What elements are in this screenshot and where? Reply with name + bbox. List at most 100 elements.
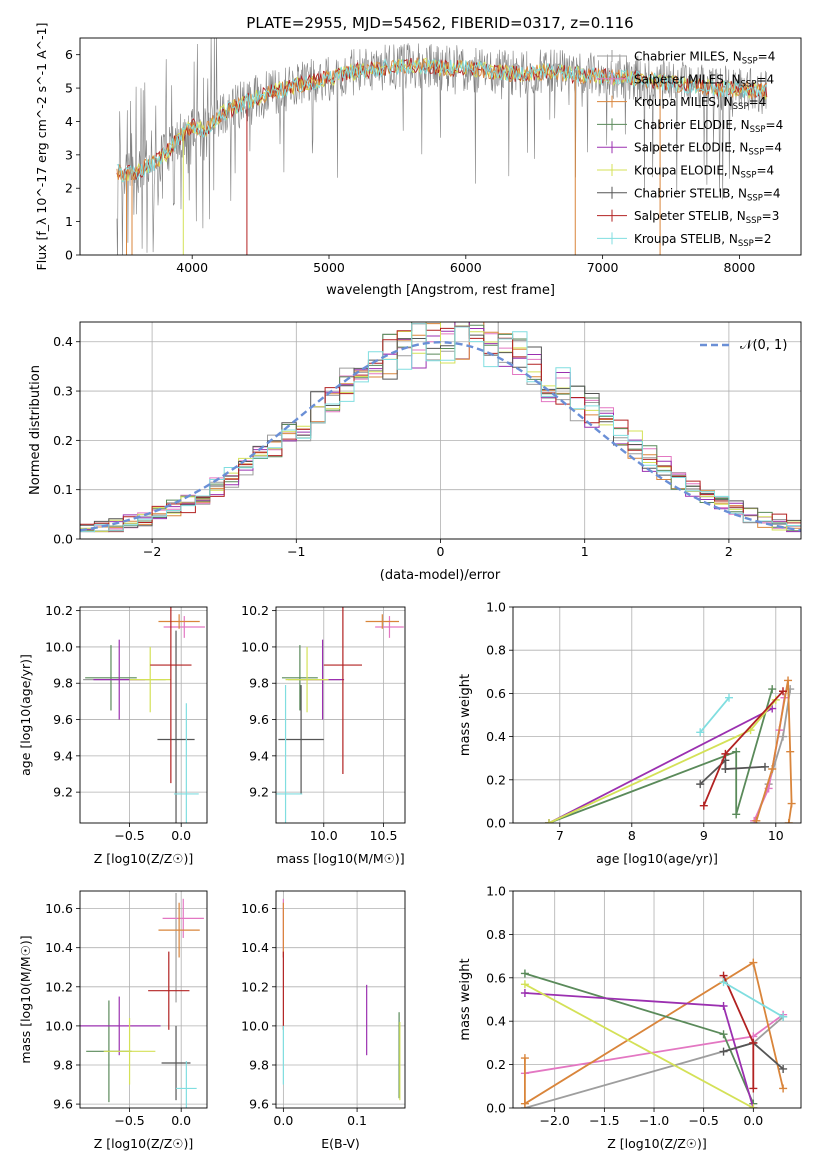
y-axis-label: mass weight	[458, 958, 473, 1040]
mass-weight-marker	[696, 728, 705, 737]
histogram-step-line	[80, 323, 801, 533]
x-axis-label: Z [log10(Z/Z☉)]	[94, 851, 194, 866]
y-tick-label: 0.6	[486, 686, 506, 701]
mass-weight-marker	[732, 747, 741, 756]
y-tick-label: 10.0	[45, 1018, 73, 1033]
mass-weight-marker	[779, 1064, 788, 1073]
plot-content	[80, 892, 204, 1108]
y-tick-label: 0.4	[486, 1014, 506, 1029]
y-tick-label: 5	[65, 81, 73, 96]
plot-content	[80, 322, 801, 533]
y-tick-label: 10.2	[241, 603, 269, 618]
y-tick-label: 9.6	[53, 712, 73, 727]
y-tick-label: 10.4	[45, 940, 73, 955]
model-spectrum-line	[116, 58, 768, 183]
mass-weight-marker	[520, 980, 529, 989]
axes-frame	[79, 37, 802, 256]
plot-area	[80, 891, 207, 1108]
x-tick-label: 9	[700, 828, 708, 843]
y-tick-label: 1.0	[486, 600, 506, 615]
mass-weight-marker	[520, 1099, 529, 1108]
x-tick-label: −0.5	[114, 828, 144, 843]
mass-weight-marker	[779, 1012, 788, 1021]
y-tick-label: 6	[65, 47, 73, 62]
y-tick-label: 10.2	[45, 979, 73, 994]
plot-area	[513, 607, 801, 823]
axes-frame	[79, 606, 208, 824]
mass-weight-marker	[719, 1047, 728, 1056]
y-tick-label: 1	[65, 214, 73, 229]
y-tick-label: 10.0	[241, 639, 269, 654]
plot-area	[513, 891, 801, 1108]
y-tick-label: 10.0	[241, 1018, 269, 1033]
axes-frame	[512, 606, 802, 824]
legend-entry-label: Kroupa STELIB, NSSP=2	[634, 232, 772, 249]
age-vs-metallicity-panel: −0.5 0.0 9.2 9.4 9.6 9.8 10.0 10.2 Z [log10(Z/Z☉…	[18, 603, 208, 866]
x-axis-label: mass [log10(M/M☉)]	[276, 851, 404, 866]
mass-weight-marker	[749, 958, 758, 967]
y-tick-label: 9.6	[53, 1097, 73, 1112]
x-tick-label: 8	[628, 828, 636, 843]
y-tick-label: 0.4	[53, 334, 73, 349]
mass-weight-marker	[786, 747, 795, 756]
mass-weight-marker	[761, 762, 769, 771]
x-tick-label: 0.0	[743, 1113, 763, 1128]
x-axis-label: wavelength [Angstrom, rest frame]	[326, 283, 555, 298]
y-tick-label: 10.2	[45, 603, 73, 618]
mass-vs-metallicity-panel: −0.5 0.0 9.6 9.8 10.0 10.2 10.4 10.6 Z [log10(Z/…	[18, 890, 208, 1151]
y-tick-label: 9.4	[53, 748, 73, 763]
x-tick-label: 6000	[450, 260, 482, 275]
x-tick-label: 0	[437, 544, 445, 559]
y-tick-label: 9.6	[249, 1097, 269, 1112]
plot-content	[520, 958, 788, 1108]
mass-weight-marker	[749, 1038, 758, 1047]
spectrum-panel: 4000 5000 6000 7000 8000 0 1 2 3 4 5 6 wavelength [A…	[34, 23, 802, 298]
mass-weight-marker	[719, 1002, 728, 1011]
residual-histogram-panel: −2 −1 0 1 2 0.0 0.1 0.2 0.3 0.4 𝒩(0, 1) (data-model…	[28, 321, 802, 583]
x-tick-label: −2.0	[540, 1113, 570, 1128]
y-tick-label: 9.2	[249, 785, 269, 800]
y-tick-label: 0.1	[53, 482, 73, 497]
model-spectrum-line	[116, 56, 768, 183]
x-tick-label: −2	[143, 544, 161, 559]
y-tick-label: 10.4	[241, 940, 269, 955]
legend-entry-label: Chabrier STELIB, NSSP=4	[634, 186, 781, 203]
y-tick-label: 0.2	[486, 1057, 506, 1072]
y-tick-label: 0.0	[486, 816, 506, 831]
y-axis-label: Normed distribution	[28, 365, 43, 495]
plot-content	[276, 607, 404, 823]
y-tick-label: 0.3	[53, 384, 73, 399]
legend-entry-label: Kroupa MILES, NSSP=4	[634, 95, 766, 112]
y-axis-label: mass [log10(M/M☉)]	[18, 935, 33, 1063]
y-tick-label: 0.0	[53, 532, 73, 547]
x-tick-label: 10	[768, 828, 784, 843]
y-tick-label: 2	[65, 181, 73, 196]
legend-entry-label: Chabrier MILES, NSSP=4	[634, 50, 775, 67]
mass-weight-line	[524, 961, 784, 1106]
x-axis-label: Z [log10(Z/Z☉)]	[94, 1136, 194, 1151]
mass-weight-marker	[721, 765, 730, 773]
mass-weight-marker	[721, 749, 730, 758]
mass-weight-marker	[779, 687, 787, 696]
y-tick-label: 10.6	[241, 901, 269, 916]
figure-title: PLATE=2955, MJD=54562, FIBERID=0317, z=0…	[246, 14, 633, 32]
x-axis-label: E(B-V)	[321, 1136, 360, 1151]
x-tick-label: 4000	[176, 260, 208, 275]
mass-weight-marker	[749, 1104, 758, 1108]
mass-weight-marker	[520, 988, 529, 997]
legend-entry-label: Salpeter STELIB, NSSP=3	[634, 209, 779, 226]
mass-weight-line	[548, 707, 773, 823]
y-tick-label: 10.0	[45, 639, 73, 654]
legend-entry-label: Kroupa ELODIE, NSSP=4	[634, 164, 774, 181]
plot-content	[116, 38, 768, 255]
mass-weight-marker	[768, 685, 777, 694]
x-tick-label: −1.0	[639, 1113, 669, 1128]
x-tick-label: 0.0	[171, 1113, 191, 1128]
mass-weight-marker	[768, 765, 777, 773]
mass-weight-marker	[787, 799, 796, 808]
mass-weight-line	[699, 758, 766, 785]
x-tick-label: −1	[287, 544, 305, 559]
axes-frame	[275, 890, 406, 1109]
y-tick-label: 9.2	[53, 785, 73, 800]
x-tick-label: −0.5	[114, 1113, 144, 1128]
